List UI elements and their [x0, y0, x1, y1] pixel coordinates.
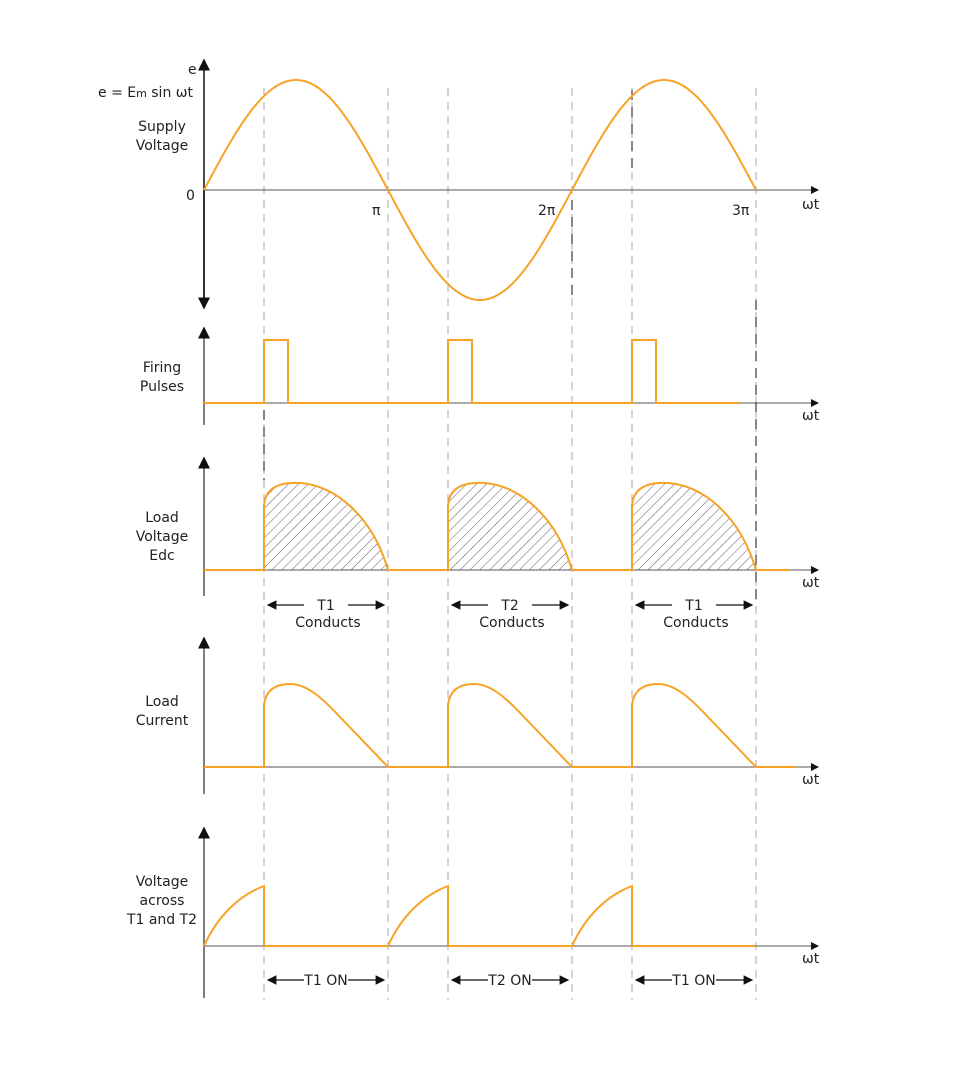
- firing-pulses-waveform: [204, 339, 740, 404]
- load-voltage-waveform: [204, 481, 790, 571]
- e-axis-label: e: [188, 62, 197, 78]
- tick-3pi: 3π: [732, 203, 750, 219]
- zero-label: 0: [186, 188, 195, 204]
- tick-2pi: 2π: [538, 203, 556, 219]
- load-voltage-hatch: [632, 482, 756, 570]
- equation-label: e = Em sin ωt: [98, 85, 193, 101]
- interval-label: T1 Conducts: [295, 598, 360, 631]
- interval-label: T1 Conducts: [663, 598, 728, 631]
- x-axis-label: ωt: [802, 951, 820, 967]
- load-current-waveform: [204, 682, 795, 768]
- interval-label: T1 ON: [671, 973, 715, 989]
- load-current-label: Load Current: [136, 694, 189, 729]
- supply-voltage-label: Supply Voltage: [136, 119, 189, 154]
- interval-label: T2 ON: [487, 973, 531, 989]
- interval-label: T2 Conducts: [479, 598, 544, 631]
- thyristor-voltage-label: Voltage across T1 and T2: [126, 874, 197, 928]
- thyristor-voltage-waveform: [203, 884, 756, 947]
- x-axis-label: ωt: [802, 772, 820, 788]
- x-axis-label: ωt: [802, 408, 820, 424]
- load-voltage-hatch: [264, 482, 388, 570]
- interval-label: T1 ON: [303, 973, 347, 989]
- supply-voltage-waveform: [203, 79, 757, 301]
- firing-pulses-label: Firing Pulses: [140, 360, 184, 395]
- tick-pi: π: [372, 203, 381, 219]
- load-voltage-label: Load Voltage Edc: [136, 510, 189, 564]
- x-axis-label: ωt: [802, 197, 820, 213]
- load-voltage-hatch: [448, 482, 572, 570]
- x-axis-label: ωt: [802, 575, 820, 591]
